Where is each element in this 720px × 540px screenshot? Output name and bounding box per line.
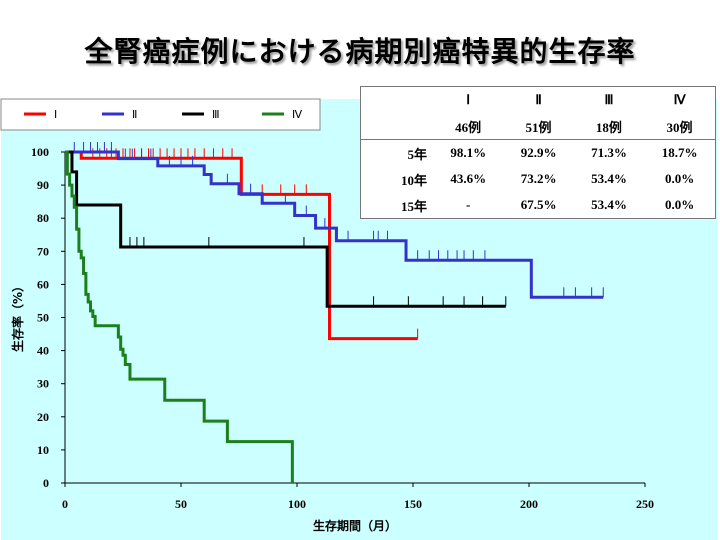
table-header-count: 51例	[503, 113, 574, 140]
table-row-label: 5年	[407, 146, 427, 162]
table-header-count-row: 46例 51例 18例 30例	[360, 113, 716, 140]
y-tick-label: 40	[37, 344, 49, 358]
legend-label: Ⅰ	[54, 109, 57, 121]
y-axis-title: 生存率（%）	[10, 280, 25, 352]
table-header-count: 46例	[433, 113, 504, 140]
legend-label: Ⅱ	[132, 109, 137, 121]
table-cell: 53.4%	[591, 171, 627, 186]
x-tick-label: 250	[636, 497, 654, 511]
table-cell: 0.0%	[664, 171, 695, 186]
series-line	[65, 150, 604, 299]
y-tick-label: 80	[37, 211, 49, 225]
table-cell: 67.5%	[520, 197, 557, 212]
table-header-stage-row: Ⅰ Ⅱ Ⅲ Ⅳ	[361, 87, 716, 114]
y-tick-label: 60	[37, 277, 49, 291]
y-tick-label: 90	[37, 178, 49, 192]
table-cell: -	[466, 197, 471, 212]
table-row: 15年 - 67.5% 53.4% 0.0%	[361, 192, 716, 219]
table-header-stage: Ⅲ	[604, 92, 614, 107]
y-tick-label: 70	[37, 244, 49, 258]
table-row: 10年 43.6% 73.2% 53.4% 0.0%	[361, 166, 716, 192]
x-axis-title: 生存期間（月）	[313, 518, 397, 533]
table-header-stage: Ⅱ	[535, 92, 542, 107]
y-tick-label: 100	[31, 145, 49, 159]
table-corner	[360, 113, 433, 140]
table-cell: 43.6%	[450, 171, 487, 186]
slide-title: 全腎癌症例における病期別癌特異的生存率	[84, 35, 636, 68]
x-tick-label: 150	[404, 497, 422, 511]
y-tick-label: 10	[37, 443, 49, 457]
x-tick-label: 200	[520, 497, 538, 511]
table-row: 5年 98.1% 92.9% 71.3% 18.7%	[361, 140, 716, 167]
table-cell: 18.7%	[661, 145, 698, 160]
table-cell: 71.3%	[591, 145, 627, 160]
series-line	[65, 150, 294, 483]
table-row-label: 10年	[400, 172, 427, 188]
y-tick-label: 30	[37, 377, 49, 391]
x-tick-label: 0	[62, 497, 68, 511]
table-header-count: 18例	[573, 113, 645, 140]
table-corner	[361, 87, 434, 114]
table-header-stage: Ⅰ	[466, 92, 471, 107]
x-tick-label: 100	[288, 497, 306, 511]
table-header-count: 30例	[644, 113, 716, 140]
table-header-stage: Ⅳ	[673, 92, 686, 107]
table-cell: 92.9%	[520, 145, 557, 160]
x-tick-label: 50	[175, 497, 187, 511]
series-line	[65, 150, 506, 308]
legend-label: Ⅲ	[212, 109, 220, 121]
y-tick-label: 0	[43, 476, 49, 490]
table-row-label: 15年	[400, 198, 427, 214]
table-cell: 53.4%	[591, 197, 627, 212]
table-cell: 73.2%	[520, 171, 557, 186]
y-tick-label: 20	[37, 410, 49, 424]
table-cell: 0.0%	[664, 197, 695, 212]
y-tick-label: 50	[37, 311, 49, 325]
table-cell: 98.1%	[450, 145, 487, 160]
survival-table: Ⅰ Ⅱ Ⅲ Ⅳ 46例 51例 18例 30例 5年 98.1% 92.9% 7…	[360, 86, 716, 219]
legend-label: Ⅳ	[292, 109, 303, 121]
